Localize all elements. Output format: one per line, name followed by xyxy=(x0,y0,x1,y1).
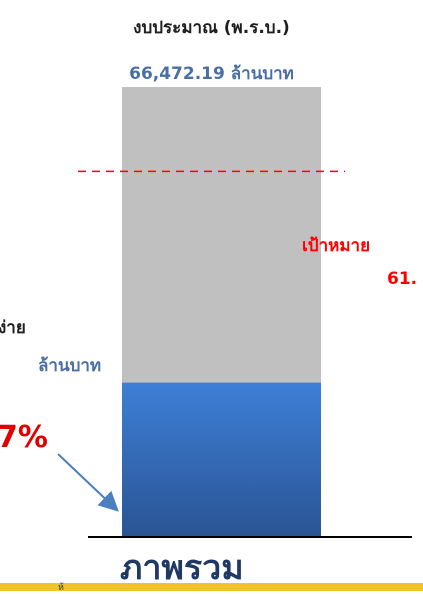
spent-arrow xyxy=(57,453,119,512)
target-value: 61. xyxy=(387,269,418,289)
budget-title: งบประมาณ (พ.ร.บ.) xyxy=(133,18,290,38)
budget-value: 66,472.19 ล้านบาท xyxy=(129,64,294,84)
category-label: ภาพรวม xyxy=(120,548,244,588)
target-label: เป้าหมาย xyxy=(302,236,371,256)
spent-label: ง่าย xyxy=(0,318,26,338)
footer-text: ห้ xyxy=(58,583,64,593)
spent-unit: ล้านบาท xyxy=(38,356,102,376)
spent-bar xyxy=(122,382,321,537)
bottom-strip xyxy=(0,583,423,591)
spent-percent: 7% xyxy=(0,420,48,455)
